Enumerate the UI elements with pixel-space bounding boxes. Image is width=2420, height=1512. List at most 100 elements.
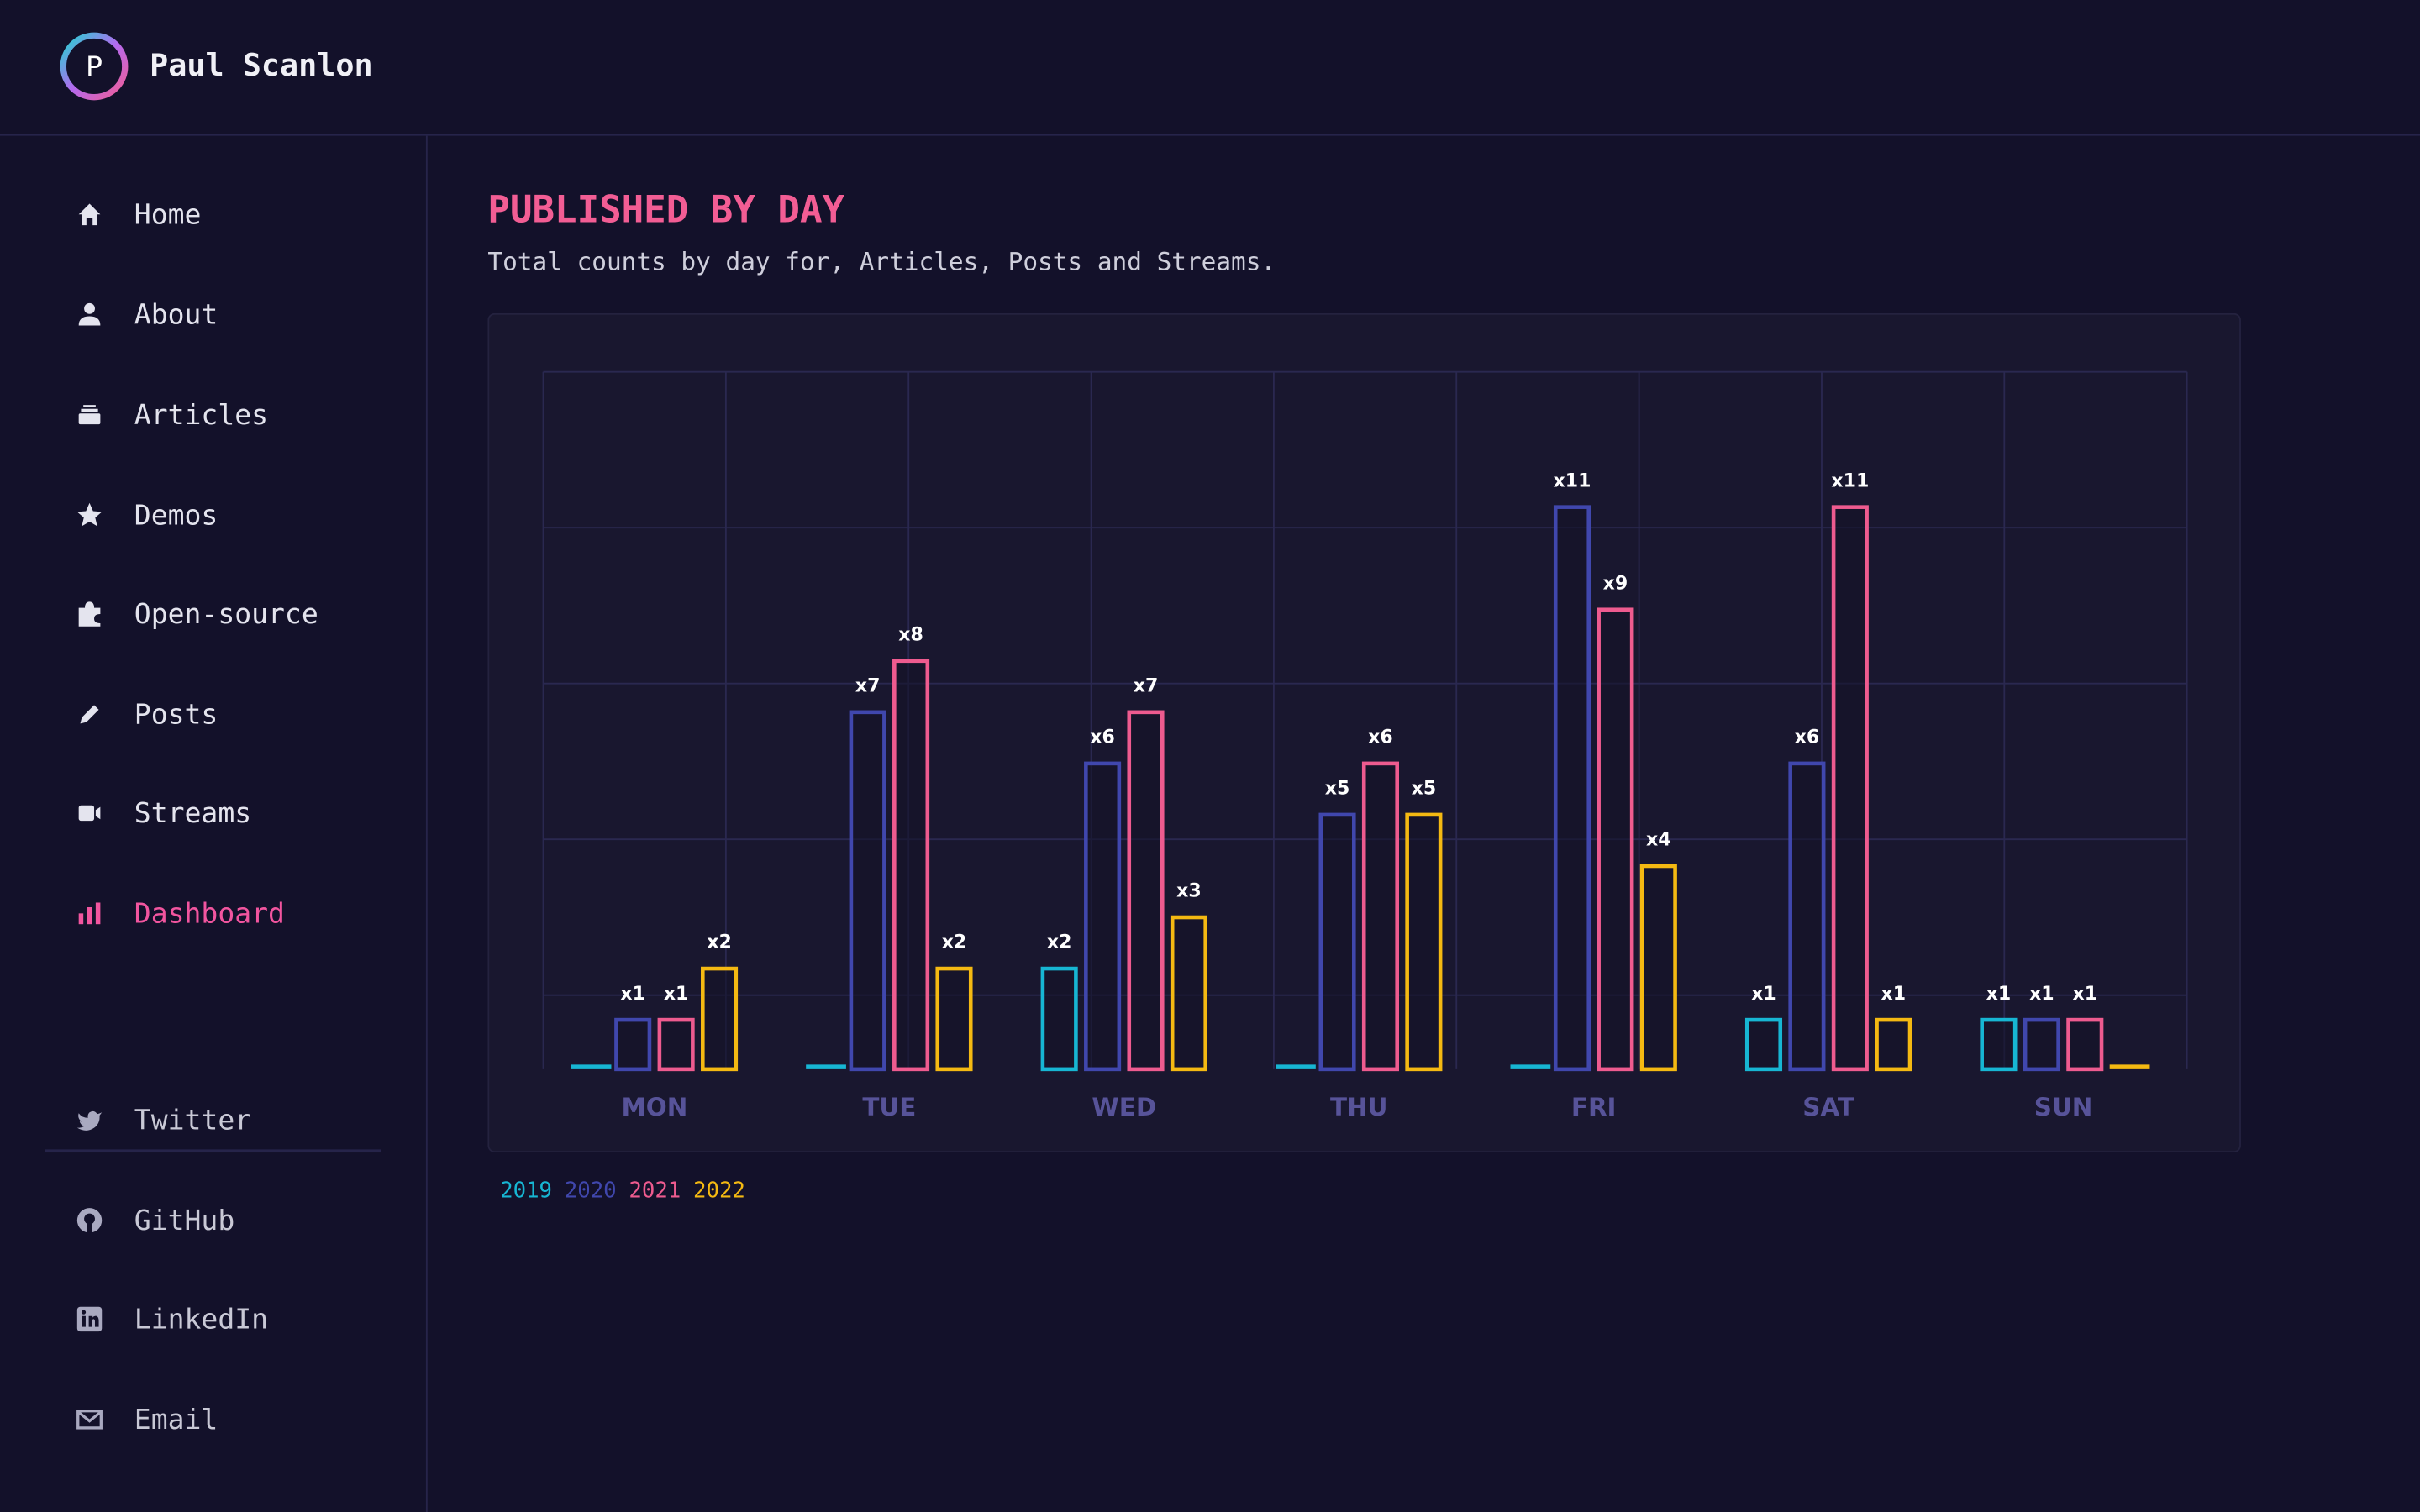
icon — [78, 302, 101, 326]
nav-label: Articles — [134, 398, 269, 432]
bar — [1040, 966, 1078, 1072]
nav-item[interactable]: About — [74, 297, 218, 333]
nav-item[interactable]: Streams — [74, 795, 251, 832]
x-tick-label: MON — [622, 1093, 688, 1121]
icon — [76, 1110, 103, 1131]
bar — [1127, 710, 1165, 1072]
bar — [1553, 505, 1591, 1072]
bar — [1831, 505, 1869, 1072]
nav-item[interactable]: Articles — [74, 396, 268, 433]
social-link[interactable]: Twitter — [74, 1101, 251, 1138]
x-tick-label: SAT — [1802, 1093, 1854, 1121]
bar — [657, 1017, 695, 1072]
social-label: LinkedIn — [134, 1303, 269, 1336]
value-label: x3 — [1176, 881, 1202, 902]
nav-label: Open-source — [134, 597, 318, 631]
brand-name[interactable]: Paul Scanlon — [150, 46, 373, 84]
nav-label: About — [134, 298, 218, 331]
value-label: x2 — [942, 932, 967, 953]
social-label: GitHub — [134, 1204, 235, 1237]
value-label: x5 — [1412, 779, 1437, 800]
social-label: Twitter — [134, 1104, 252, 1137]
nav-item[interactable]: Dashboard — [74, 895, 285, 932]
value-label: x2 — [707, 932, 732, 953]
bar — [1875, 1017, 1912, 1072]
nav-item[interactable]: Demos — [74, 496, 218, 533]
value-label: x2 — [1047, 932, 1072, 953]
bar — [1980, 1017, 2018, 1072]
logo-letter: P — [86, 50, 103, 82]
bar — [1788, 761, 1826, 1072]
header: P Paul Scanlon — [0, 0, 2420, 136]
bar — [1744, 1017, 1783, 1072]
bar — [892, 659, 930, 1072]
value-label: x9 — [1603, 573, 1628, 594]
x-tick-label: SUN — [2034, 1093, 2093, 1121]
bar — [1084, 761, 1122, 1072]
value-label: x6 — [1795, 727, 1820, 748]
legend-entry: 2020 — [564, 1179, 617, 1204]
x-tick-label: FRI — [1571, 1093, 1617, 1121]
x-tick-label: TUE — [862, 1093, 916, 1121]
logo[interactable]: P — [59, 31, 129, 102]
value-label: x7 — [1134, 676, 1159, 697]
value-label: x7 — [855, 676, 881, 697]
nav-label: Posts — [134, 698, 218, 731]
legend: 2019 2020 2021 2022 — [500, 1179, 758, 1203]
sidebar: Home About Articles Demos Open-source Po… — [0, 135, 428, 1512]
icon — [76, 1208, 103, 1233]
icon — [78, 601, 101, 627]
x-tick-label: WED — [1092, 1093, 1156, 1121]
nav-label: Home — [134, 198, 202, 231]
bar — [1361, 761, 1400, 1072]
value-label: x6 — [1368, 727, 1393, 748]
icon — [76, 1410, 103, 1430]
icon — [78, 203, 101, 226]
chart: MON x1 x1 x2 TUE x7 x8 x2 WED x2 x6 x7 x3 THU x5 x6 x5 FR… — [487, 312, 2241, 1153]
bar — [1597, 607, 1634, 1072]
icon — [78, 405, 101, 425]
nav-label: Streams — [134, 796, 252, 830]
bar — [935, 966, 973, 1072]
social-label: Email — [134, 1403, 218, 1436]
social-link[interactable]: Email — [74, 1401, 218, 1438]
legend-entry: 2021 — [629, 1179, 681, 1204]
separator — [45, 1149, 381, 1153]
value-label: x11 — [1831, 470, 1869, 491]
legend-entry: 2022 — [692, 1179, 745, 1204]
value-label: x1 — [1881, 984, 1907, 1005]
bar — [2066, 1017, 2104, 1072]
value-label: x11 — [1554, 470, 1591, 491]
bar — [1170, 915, 1207, 1072]
value-label: x1 — [2029, 984, 2054, 1005]
bar — [1639, 864, 1677, 1072]
value-label: x1 — [664, 984, 689, 1005]
social-link[interactable]: GitHub — [74, 1202, 234, 1239]
nav-item[interactable]: Home — [74, 196, 201, 233]
page-subtitle: Total counts by day for, Articles, Posts… — [487, 246, 1276, 276]
bar — [701, 966, 739, 1072]
nav-label: Demos — [134, 499, 218, 532]
icon — [78, 902, 101, 925]
bar — [2023, 1017, 2060, 1072]
icon — [76, 1306, 103, 1332]
bar — [1318, 812, 1356, 1072]
value-label: x5 — [1325, 779, 1350, 800]
page-title: PUBLISHED BY DAY — [487, 188, 845, 232]
icon — [80, 705, 99, 724]
bar — [614, 1017, 652, 1072]
social-link[interactable]: LinkedIn — [74, 1300, 268, 1337]
value-label: x1 — [1751, 984, 1776, 1005]
nav-item[interactable]: Posts — [74, 696, 218, 732]
bar — [849, 710, 886, 1072]
value-label: x1 — [1986, 984, 2012, 1005]
value-label: x1 — [620, 984, 645, 1005]
value-label: x6 — [1090, 727, 1115, 748]
value-label: x4 — [1646, 830, 1671, 851]
legend-entry: 2019 — [500, 1179, 553, 1204]
nav-label: Dashboard — [134, 897, 285, 930]
value-label: x8 — [898, 624, 923, 645]
icon — [78, 805, 101, 822]
nav-item[interactable]: Open-source — [74, 596, 318, 633]
